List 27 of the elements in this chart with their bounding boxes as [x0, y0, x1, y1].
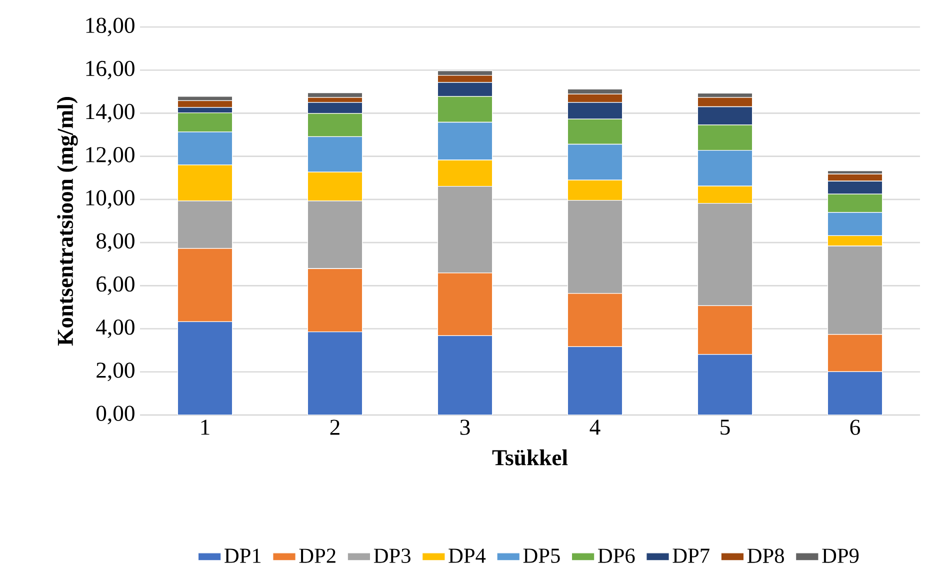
x-tick-label: 2 [330, 420, 340, 435]
legend-label: DP2 [299, 548, 336, 563]
x-axis-title: Tsükkel [492, 449, 568, 466]
y-tick-label: 0,00 [96, 406, 134, 424]
y-tick-label: 4,00 [96, 319, 134, 338]
legend-label: DP5 [523, 548, 560, 563]
y-tick-label: 14,00 [86, 104, 134, 122]
y-tick-label: 18,00 [86, 18, 134, 36]
y-tick-label: 2,00 [96, 362, 134, 382]
legend-label: DP1 [224, 548, 261, 563]
legend-label: DP9 [822, 548, 859, 563]
legend-label: DP8 [747, 548, 784, 564]
y-tick-label: 12,00 [86, 147, 134, 166]
y-tick-label: 16,00 [86, 60, 134, 80]
legend-label: DP6 [598, 548, 635, 563]
x-tick-label: 3 [460, 420, 470, 435]
y-tick-label: 6,00 [96, 276, 134, 295]
x-tick-label: 1 [201, 420, 210, 435]
legend-label: DP7 [672, 548, 710, 563]
x-tick-label: 6 [850, 420, 860, 435]
legend-label: DP3 [374, 548, 410, 563]
y-axis-title: Kontsentratsioon (mg/ml) [57, 97, 78, 346]
y-tick-label: 8,00 [96, 233, 134, 252]
x-tick-label: 5 [720, 420, 730, 435]
y-tick-label: 10,00 [86, 190, 134, 209]
legend-label: DP4 [448, 548, 486, 563]
x-tick-label: 4 [590, 420, 600, 435]
